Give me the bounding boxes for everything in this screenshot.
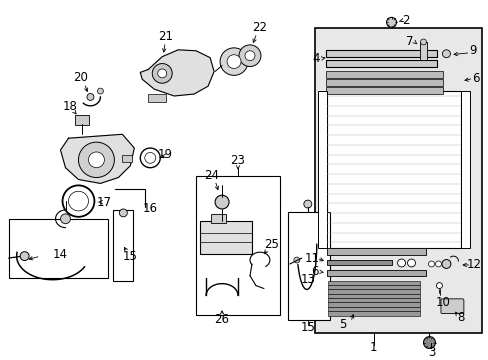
Text: 21: 21 (158, 30, 172, 42)
Bar (327, 298, 419, 302)
Bar (317, 91, 326, 248)
Polygon shape (61, 134, 134, 183)
Bar (75, 114, 89, 125)
Text: 10: 10 (435, 296, 450, 309)
Bar (327, 294, 419, 298)
Bar (196, 176, 279, 315)
Text: 17: 17 (97, 195, 112, 208)
Bar (287, 212, 329, 320)
Circle shape (420, 39, 426, 45)
Bar (326, 260, 391, 265)
Text: 7: 7 (405, 35, 412, 49)
Text: 12: 12 (466, 258, 481, 271)
Circle shape (61, 214, 70, 224)
Bar (314, 28, 481, 333)
Circle shape (239, 45, 261, 67)
Circle shape (436, 283, 442, 288)
Circle shape (78, 142, 114, 177)
Bar (9, 219, 108, 278)
Circle shape (423, 337, 435, 348)
Circle shape (220, 48, 247, 75)
Text: 16: 16 (142, 202, 158, 215)
Bar (113, 210, 133, 281)
Bar (327, 302, 419, 307)
Circle shape (88, 152, 104, 168)
Bar (327, 307, 419, 311)
Text: 23: 23 (230, 154, 245, 167)
Bar (122, 155, 132, 162)
Text: 4: 4 (311, 52, 319, 65)
Circle shape (435, 261, 441, 267)
Circle shape (97, 88, 103, 94)
Text: 22: 22 (252, 21, 267, 34)
Text: 6: 6 (310, 265, 318, 278)
Circle shape (386, 17, 396, 27)
Text: 2: 2 (401, 14, 408, 27)
Circle shape (441, 260, 450, 269)
Text: 9: 9 (468, 44, 476, 57)
Text: 13: 13 (300, 273, 315, 286)
Text: 5: 5 (338, 318, 346, 331)
Bar (326, 248, 426, 255)
Circle shape (119, 209, 127, 217)
Circle shape (20, 252, 29, 261)
Bar (325, 60, 437, 67)
Bar (148, 94, 166, 102)
Text: 19: 19 (158, 148, 172, 161)
Text: 8: 8 (457, 311, 464, 324)
Circle shape (215, 195, 228, 209)
Bar (326, 270, 426, 276)
Bar (325, 87, 443, 94)
Circle shape (303, 200, 311, 208)
Bar (326, 91, 461, 248)
Bar (327, 311, 419, 316)
Circle shape (226, 55, 241, 68)
Text: 14: 14 (53, 248, 68, 261)
Text: 11: 11 (304, 252, 319, 265)
Bar (211, 214, 225, 223)
Text: 20: 20 (73, 71, 88, 84)
Bar (325, 79, 443, 86)
Text: 15: 15 (122, 249, 138, 262)
Text: 1: 1 (369, 341, 377, 354)
Bar (327, 281, 419, 285)
Circle shape (87, 94, 94, 100)
Bar (325, 50, 437, 57)
Bar (325, 71, 443, 78)
Bar (461, 91, 469, 248)
Bar (419, 42, 427, 60)
Bar (327, 285, 419, 289)
Circle shape (158, 69, 166, 78)
Circle shape (407, 259, 415, 267)
Text: 6: 6 (471, 72, 479, 85)
Text: 25: 25 (264, 238, 279, 251)
Polygon shape (140, 50, 214, 96)
Circle shape (293, 257, 299, 263)
Text: 15: 15 (300, 321, 315, 334)
Bar (200, 221, 251, 254)
Bar (327, 289, 419, 294)
Circle shape (397, 259, 405, 267)
Circle shape (427, 261, 433, 267)
Text: 18: 18 (63, 100, 78, 113)
Text: 24: 24 (204, 169, 219, 182)
Text: 3: 3 (427, 346, 434, 359)
Circle shape (152, 64, 172, 83)
Text: 26: 26 (214, 314, 229, 327)
Circle shape (244, 51, 254, 60)
FancyBboxPatch shape (440, 299, 463, 314)
Circle shape (442, 50, 449, 58)
